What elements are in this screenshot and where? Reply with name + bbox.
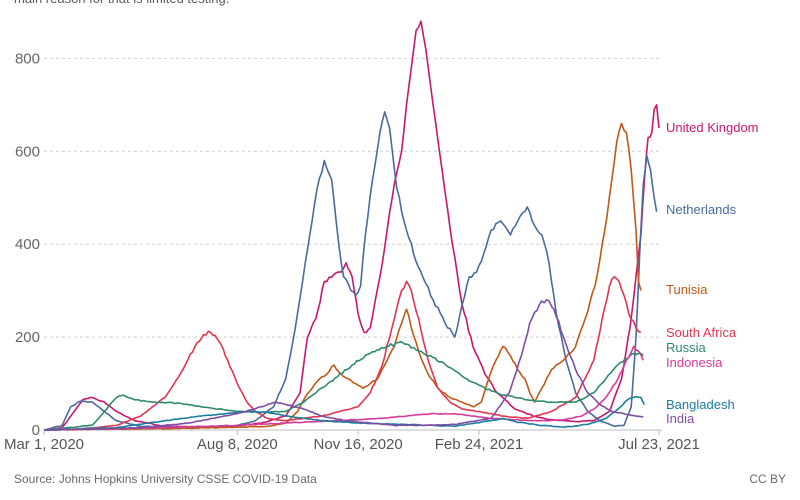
series-label-netherlands: Netherlands — [666, 202, 737, 217]
series-line-india[interactable] — [44, 299, 644, 431]
x-tick-label: Feb 24, 2021 — [435, 436, 523, 453]
y-tick-label: 600 — [15, 143, 40, 160]
source-note: Source: Johns Hopkins University CSSE CO… — [14, 472, 317, 486]
series-line-russia[interactable] — [43, 340, 644, 431]
series-label-india: India — [666, 411, 695, 426]
series-labels: United Kingdom Netherlands Tunisia South Af… — [666, 120, 759, 426]
series-line-indonesia[interactable] — [44, 345, 645, 431]
x-tick-label: Aug 8, 2020 — [197, 436, 278, 453]
x-tick-label: Mar 1, 2020 — [4, 436, 84, 453]
series-label-bangladesh: Bangladesh — [666, 397, 735, 412]
series-line-bangladesh[interactable] — [43, 395, 646, 431]
series-line-netherlands[interactable] — [43, 111, 658, 431]
x-tick-label: Jul 23, 2021 — [618, 436, 700, 453]
chart-subtitle: main reason for that is limited testing. — [14, 0, 229, 6]
series-label-united-kingdom: United Kingdom — [666, 120, 759, 135]
x-tick-label: Nov 16, 2020 — [314, 436, 403, 453]
series-lines — [43, 20, 660, 431]
license-link[interactable]: CC BY — [749, 472, 786, 486]
y-tick-label: 800 — [15, 50, 40, 67]
y-tick-label: 0 — [32, 422, 40, 439]
y-tick-label: 400 — [15, 236, 40, 253]
series-label-south-africa: South Africa — [666, 325, 737, 340]
series-line-united-kingdom[interactable] — [43, 20, 660, 431]
series-label-indonesia: Indonesia — [666, 355, 723, 370]
series-label-russia: Russia — [666, 340, 707, 355]
gridlines — [44, 57, 662, 338]
series-label-tunisia: Tunisia — [666, 282, 708, 297]
series-line-south-africa[interactable] — [44, 275, 642, 431]
y-tick-label: 200 — [15, 329, 40, 346]
axes: 0 200 400 600 800 Mar 1, 2020 Aug 8, 2020 Nov 1… — [4, 50, 700, 453]
